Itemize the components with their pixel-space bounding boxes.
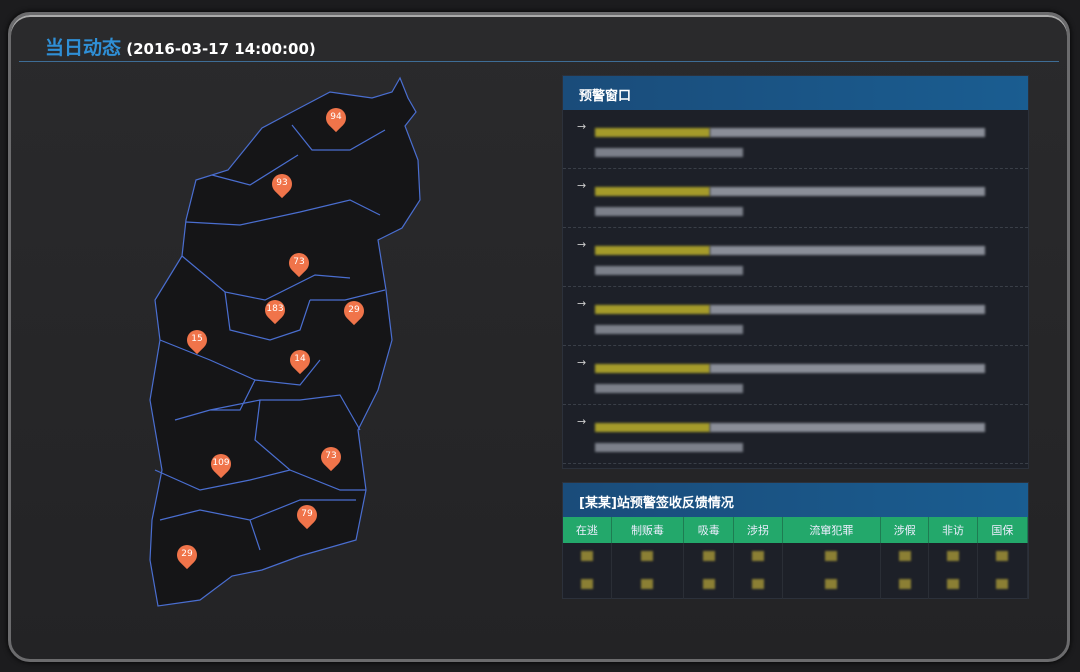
redacted-text (595, 384, 743, 393)
feedback-title: [某某]站预警签收反馈情况 (563, 483, 1028, 517)
redacted-time (595, 128, 710, 137)
alert-item[interactable]: → (563, 228, 1028, 287)
redacted-cell (782, 571, 882, 599)
redacted-time (595, 423, 710, 432)
page-title: 当日动态 (2016-03-17 14:00:00) (45, 33, 316, 60)
alert-item[interactable]: → (563, 110, 1028, 169)
arrow-icon: → (577, 238, 587, 251)
alert-item[interactable]: → (563, 346, 1028, 405)
pin-value: 73 (293, 257, 305, 267)
column-header: 吸毒 (683, 517, 735, 543)
pin-value: 79 (301, 509, 313, 519)
redacted-text (710, 187, 985, 196)
alert-window-title: 预警窗口 (563, 76, 1028, 110)
pin-value: 183 (266, 304, 284, 314)
redacted-time (595, 187, 710, 196)
redacted-cell (733, 571, 783, 599)
redacted-text (710, 423, 985, 432)
arrow-icon: → (577, 297, 587, 310)
column-header: 国保 (977, 517, 1029, 543)
redacted-cell (977, 543, 1029, 571)
redacted-text (595, 148, 743, 157)
pin-value: 15 (191, 334, 203, 344)
column-header: 制贩毒 (611, 517, 685, 543)
redacted-cell (611, 543, 685, 571)
alert-item[interactable]: → (563, 405, 1028, 464)
pin-value: 14 (294, 354, 306, 364)
redacted-text (595, 443, 743, 452)
redacted-text (595, 325, 743, 334)
redacted-cell (563, 571, 612, 599)
redacted-text (595, 207, 743, 216)
alert-window-panel: 预警窗口 → → → → → → (562, 75, 1029, 469)
redacted-cell (782, 543, 882, 571)
redacted-cell (880, 543, 930, 571)
alert-item[interactable]: → (563, 287, 1028, 346)
title-text: 当日动态 (45, 37, 122, 59)
pin-value: 29 (348, 305, 360, 315)
feedback-table: 在逃 制贩毒 吸毒 涉拐 流窜犯罪 涉假 非访 国保 (563, 517, 1029, 599)
divider (19, 61, 1059, 62)
arrow-icon: → (577, 356, 587, 369)
redacted-text (710, 305, 985, 314)
redacted-cell (977, 571, 1029, 599)
datetime: (2016-03-17 14:00:00) (126, 40, 316, 58)
alert-item[interactable]: → (563, 169, 1028, 228)
pin-value: 94 (330, 112, 342, 122)
redacted-text (710, 246, 985, 255)
pin-value: 73 (325, 451, 337, 461)
redacted-cell (880, 571, 930, 599)
redacted-cell (928, 543, 978, 571)
arrow-icon: → (577, 179, 587, 192)
table-row (563, 543, 1029, 571)
redacted-cell (683, 543, 735, 571)
redacted-time (595, 364, 710, 373)
redacted-cell (563, 543, 612, 571)
redacted-cell (683, 571, 735, 599)
column-header: 涉假 (880, 517, 930, 543)
redacted-text (710, 128, 985, 137)
redacted-time (595, 246, 710, 255)
column-header: 涉拐 (733, 517, 783, 543)
arrow-icon: → (577, 415, 587, 428)
column-header: 非访 (928, 517, 978, 543)
alert-list: → → → → → → (563, 110, 1028, 464)
feedback-panel: [某某]站预警签收反馈情况 在逃 制贩毒 吸毒 涉拐 流窜犯罪 涉假 非访 国保 (562, 482, 1029, 599)
table-row (563, 571, 1029, 599)
arrow-icon: → (577, 120, 587, 133)
redacted-text (710, 364, 985, 373)
pin-value: 29 (181, 549, 193, 559)
redacted-cell (928, 571, 978, 599)
redacted-text (595, 266, 743, 275)
redacted-time (595, 305, 710, 314)
pin-value: 109 (212, 458, 230, 468)
pin-value: 93 (276, 178, 288, 188)
column-header: 在逃 (563, 517, 612, 543)
column-header: 流窜犯罪 (782, 517, 882, 543)
redacted-cell (611, 571, 685, 599)
redacted-cell (733, 543, 783, 571)
